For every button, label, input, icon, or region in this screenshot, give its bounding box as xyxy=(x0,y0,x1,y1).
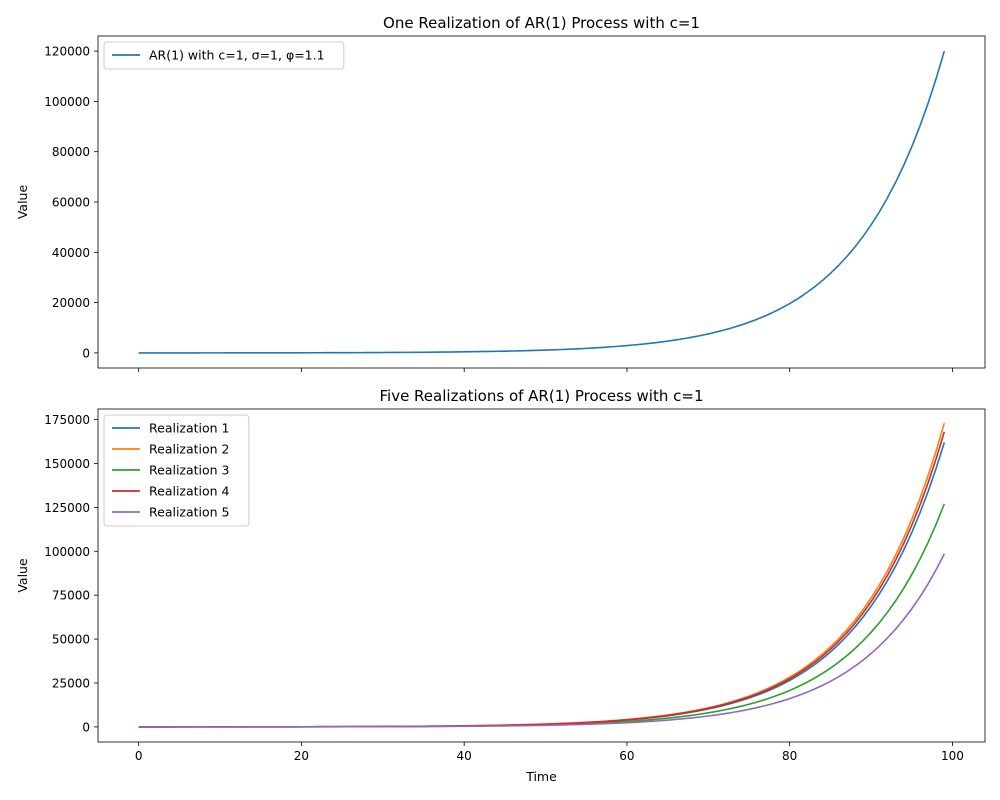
series-line-5 xyxy=(138,553,946,728)
y-tick-label: 100000 xyxy=(44,95,90,109)
x-tick-label: 20 xyxy=(294,749,309,763)
y-tick-label: 60000 xyxy=(52,196,90,210)
y-tick-label: 25000 xyxy=(52,676,90,690)
legend xyxy=(103,41,345,70)
series-line-1 xyxy=(138,50,946,354)
y-tick-label: 150000 xyxy=(44,457,90,471)
chart-bottom: 0 20 40 60 80 100 0 25000 50000 75000 100000 125000… xyxy=(15,387,986,784)
legend-label: Realization 1 xyxy=(149,421,230,436)
y-axis-label: Value xyxy=(15,185,30,220)
legend-label: Realization 3 xyxy=(149,463,230,478)
legend-label: AR(1) with c=1, σ=1, φ=1.1 xyxy=(149,48,325,63)
y-tick-label: 0 xyxy=(82,346,90,360)
legend xyxy=(103,414,250,527)
series-line-4 xyxy=(138,431,946,728)
y-tick-label: 40000 xyxy=(52,246,90,260)
legend-label: Realization 5 xyxy=(149,505,230,520)
y-tick-label: 50000 xyxy=(52,633,90,647)
legend-label: Realization 2 xyxy=(149,442,230,457)
chart-title: Five Realizations of AR(1) Process with … xyxy=(379,387,703,405)
y-axis-label: Value xyxy=(15,558,30,593)
x-axis-label: Time xyxy=(525,769,557,784)
x-tick-label: 0 xyxy=(135,749,143,763)
series-line-3 xyxy=(138,503,946,728)
y-tick-label: 120000 xyxy=(44,45,90,59)
axes-frame xyxy=(97,35,986,369)
x-tick-label: 60 xyxy=(619,749,634,763)
x-tick-label: 100 xyxy=(941,749,964,763)
chart-title: One Realization of AR(1) Process with c=… xyxy=(383,14,700,32)
y-tick-label: 125000 xyxy=(44,501,90,515)
legend-label: Realization 4 xyxy=(149,484,230,499)
axes-frame xyxy=(97,408,986,743)
y-tick-label: 80000 xyxy=(52,145,90,159)
series-line-2 xyxy=(138,422,946,728)
y-tick-label: 20000 xyxy=(52,296,90,310)
y-tick-label: 175000 xyxy=(44,413,90,427)
x-tick-label: 80 xyxy=(782,749,797,763)
y-tick-label: 100000 xyxy=(44,545,90,559)
x-tick-label: 40 xyxy=(457,749,472,763)
y-tick-label: 75000 xyxy=(52,589,90,603)
y-tick-label: 0 xyxy=(82,720,90,734)
chart-top: 0 20000 40000 60000 80000 100000 120000 One Rea… xyxy=(15,14,986,372)
